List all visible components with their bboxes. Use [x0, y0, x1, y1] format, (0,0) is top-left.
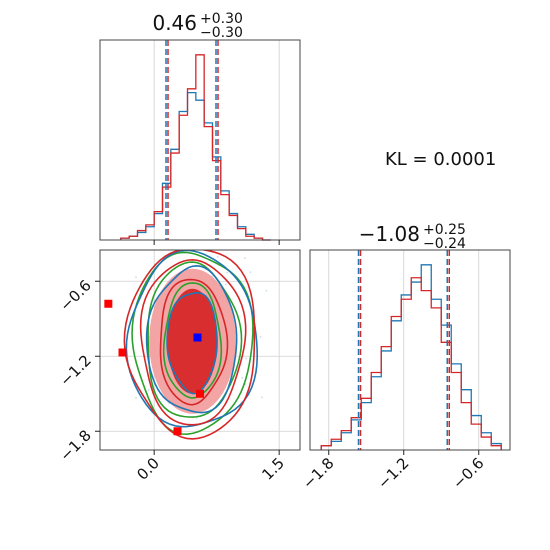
histogram-param2-frame [309, 249, 511, 451]
joint-contour-blue [166, 292, 218, 395]
joint-scatter-point [249, 271, 252, 274]
histogram-param2-series-red [320, 277, 502, 450]
joint-contour-red [159, 278, 229, 406]
histogram-param1-title-plus: +0.30 [200, 11, 243, 27]
joint-marker-red [118, 348, 127, 357]
joint-marker-red [104, 299, 113, 308]
histogram-param1-frame [99, 39, 301, 241]
joint-scatter-point [226, 271, 229, 274]
joint-contour-red [123, 250, 256, 440]
joint-contour-green [162, 282, 223, 399]
joint-contour-blue [125, 250, 259, 428]
joint-scatter-point [216, 255, 219, 258]
joint-marker-red [173, 427, 182, 436]
joint-contour-plot: 0.0 1.5 −0.6 −1.2 −1.8 [56, 216, 301, 484]
joint-contour-frame [99, 249, 301, 451]
histogram-param2-xtick-label: −0.6 [449, 454, 487, 492]
histogram-param1 [99, 39, 301, 245]
histogram-param2-title-plus: +0.25 [423, 222, 466, 238]
joint-filled-level-red [167, 288, 218, 394]
joint-ytick-label: −0.6 [56, 276, 94, 314]
joint-scatter-point [259, 336, 262, 338]
joint-scatter-point [261, 396, 263, 399]
joint-xtick-label: 0.0 [133, 454, 163, 484]
histogram-param1-series-blue [120, 91, 271, 241]
joint-scatter-point [135, 396, 137, 399]
histogram-param1-series-red [120, 54, 271, 241]
joint-ytick-label: −1.8 [56, 426, 94, 464]
joint-ytick-label: −1.2 [56, 351, 94, 389]
joint-contour-red [139, 258, 247, 426]
joint-scatter-point [147, 389, 150, 391]
joint-marker-red [196, 389, 204, 398]
histogram-param2-title-minus: −0.24 [423, 236, 466, 252]
histogram-param2-xtick-label: −1.2 [374, 454, 412, 492]
histogram-param1-title-value: 0.46 [152, 11, 197, 35]
joint-scatter-point [135, 276, 137, 279]
joint-scatter-point [265, 289, 268, 292]
kl-annotation: KL = 0.0001 [385, 149, 496, 170]
joint-xtick-label: 1.5 [258, 454, 288, 484]
histogram-param1-title-minus: −0.30 [200, 25, 243, 41]
joint-scatter-point [245, 357, 248, 360]
joint-scatter-point [225, 283, 227, 286]
histogram-param2: −1.8 −1.2 −0.6 [299, 249, 511, 493]
histogram-param2-title-value: −1.08 [359, 222, 420, 246]
histogram-param2-xtick-label: −1.8 [299, 454, 337, 492]
joint-scatter-point [241, 376, 244, 379]
joint-marker-blue [193, 333, 202, 342]
joint-scatter-point [130, 231, 132, 233]
joint-scatter-point [176, 216, 178, 218]
joint-scatter-point [243, 257, 246, 260]
joint-contour-blue [145, 264, 238, 414]
